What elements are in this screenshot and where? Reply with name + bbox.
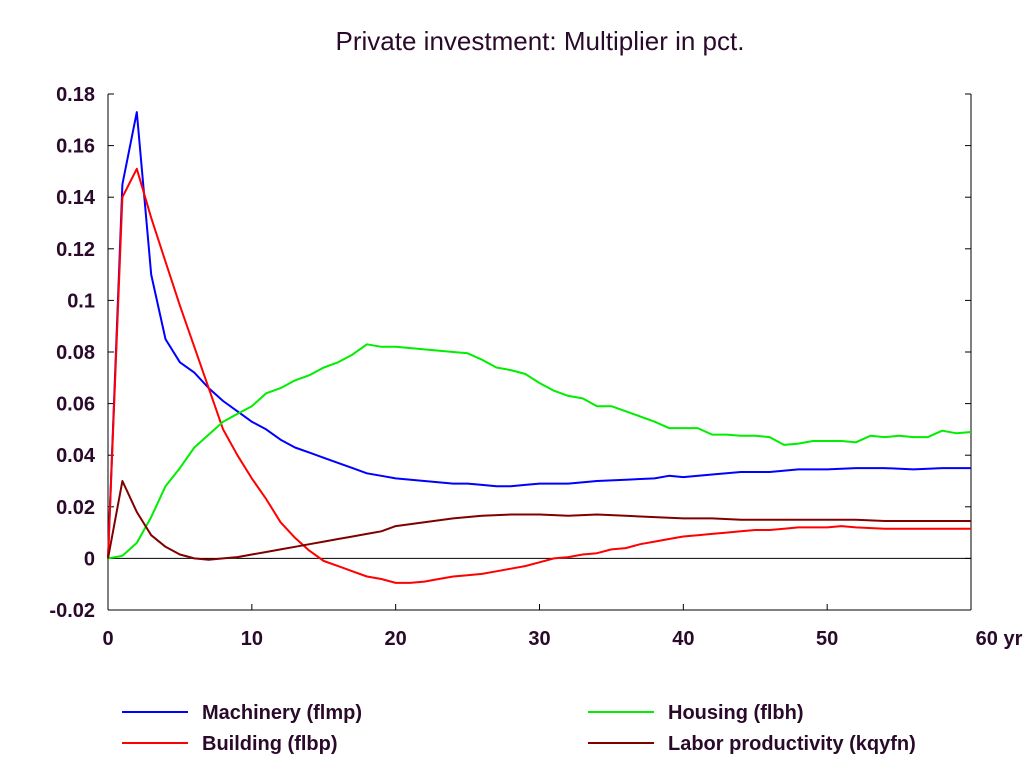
series-line-3 [107, 343, 972, 560]
y-tick-label: 0.14 [56, 187, 96, 209]
y-tick-label: 0 [84, 548, 95, 570]
x-tick-label: 10 [241, 628, 263, 650]
plot-area [107, 94, 972, 611]
y-tick-label: -0.02 [49, 600, 95, 622]
x-tick-label: 50 [816, 628, 838, 650]
x-tick-label: 0 [102, 628, 113, 650]
x-tick-label: 40 [672, 628, 694, 650]
legend-label: Labor productivity (kqyfn) [668, 733, 916, 755]
y-tick-label: 0.06 [56, 394, 95, 416]
x-tick-label: 20 [385, 628, 407, 650]
y-tick-label: 0.16 [56, 136, 95, 158]
y-tick-label: 0.12 [56, 239, 95, 261]
chart-title: Private investment: Multiplier in pct. [336, 26, 745, 56]
x-axis: 0 10 20 30 40 50 60 yr [102, 604, 1023, 650]
y-axis: -0.02 0 0.02 0.04 0.06 0.08 0.1 0.12 0.14 0.16 0.1… [49, 84, 971, 622]
legend-label: Housing (flbh) [668, 702, 804, 724]
series-line-2 [107, 167, 971, 584]
y-tick-label: 0.18 [56, 84, 95, 106]
legend: Machinery (flmp) Building (flbp) Housing (… [122, 702, 916, 755]
y-tick-label: 0.04 [56, 445, 96, 467]
y-tick-label: 0.02 [56, 497, 95, 519]
series-lines [107, 111, 972, 584]
series-line-4 [107, 480, 971, 561]
legend-label: Building (flbp) [202, 733, 338, 755]
x-tick-label: 60 yr [976, 628, 1023, 650]
y-tick-label: 0.1 [67, 290, 95, 312]
x-tick-label: 30 [528, 628, 550, 650]
series-line-1 [107, 111, 971, 559]
y-tick-label: 0.08 [56, 342, 95, 364]
legend-label: Machinery (flmp) [202, 702, 362, 724]
